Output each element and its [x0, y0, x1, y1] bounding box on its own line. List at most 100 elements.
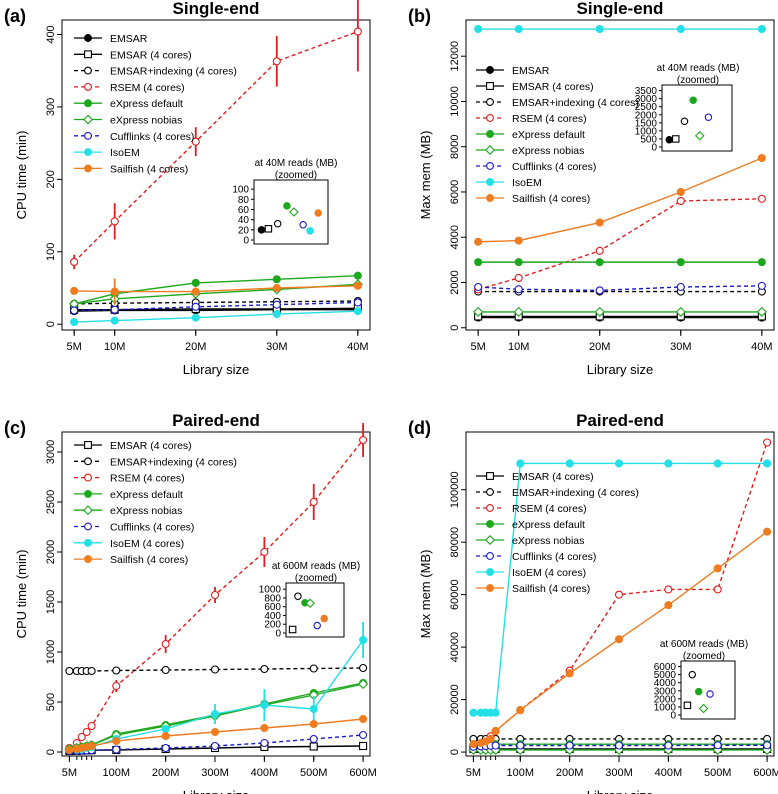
- data-point: [514, 25, 523, 34]
- data-point: [65, 745, 74, 755]
- inset-y-tick-label: 0: [651, 143, 657, 154]
- legend-entry: IsoEM: [110, 147, 140, 159]
- legend-marker: [84, 50, 92, 59]
- legend-marker: [486, 162, 494, 170]
- x-tick-label: 5M: [62, 767, 77, 779]
- data-point: [309, 742, 318, 751]
- inset: at 600M reads (MB)(zoomed) 01000200030004…: [654, 639, 748, 722]
- legend-entry: Cufflinks (4 cores): [110, 522, 194, 534]
- y-tick-label: 6000: [449, 180, 461, 204]
- inset-y-tick-label: 2500: [635, 102, 658, 113]
- data-point: [757, 153, 766, 163]
- y-tick-label: 0: [45, 321, 57, 327]
- legend-marker: [84, 34, 92, 42]
- data-point: [359, 741, 368, 751]
- plot-frame: [61, 431, 371, 757]
- panel-label: (a): [4, 6, 26, 26]
- legend-marker: [84, 522, 92, 531]
- y-tick-label: 100000: [449, 471, 461, 508]
- inset-y-tick-label: 0: [670, 711, 676, 722]
- legend-marker: [486, 194, 494, 202]
- x-axis-label: Library size: [587, 788, 653, 794]
- inset-point: [672, 135, 680, 143]
- data-point: [65, 666, 74, 676]
- series-cufflinks-4-cores: [474, 281, 766, 295]
- legend-entry: eXpress nobias: [110, 505, 182, 517]
- x-tick-label: 100M: [103, 767, 131, 779]
- x-tick-label: 500M: [704, 767, 732, 779]
- data-point: [353, 307, 362, 316]
- legend-entry: EMSAR+indexing (4 cores): [512, 487, 639, 499]
- y-tick-label: 2000: [449, 270, 461, 294]
- data-point: [272, 300, 281, 309]
- data-point: [491, 708, 500, 717]
- data-point: [514, 236, 523, 245]
- data-point: [110, 305, 119, 314]
- legend-marker: [486, 472, 494, 480]
- x-tick-label: 20M: [185, 341, 206, 353]
- data-point: [110, 287, 119, 296]
- x-tick-label: 5M: [67, 341, 82, 353]
- inset-y-tick-label: 800: [264, 593, 281, 604]
- data-point: [353, 27, 362, 36]
- data-point: [516, 459, 525, 468]
- data-point: [676, 258, 685, 267]
- data-point: [353, 298, 362, 307]
- data-point: [595, 258, 604, 267]
- data-point: [763, 438, 772, 447]
- inset-y-tick-label: 200: [264, 620, 281, 631]
- data-point: [353, 271, 362, 280]
- data-point: [260, 664, 269, 674]
- data-point: [191, 313, 200, 322]
- inset-y-tick-label: 1000: [654, 702, 677, 713]
- legend-entry: IsoEM (4 cores): [110, 538, 184, 550]
- data-point: [358, 678, 369, 690]
- data-point: [161, 665, 170, 675]
- inset-point: [257, 226, 266, 234]
- y-tick-label: 400: [45, 25, 57, 43]
- legend-marker: [84, 82, 92, 91]
- inset-y-tick-label: 6000: [654, 662, 677, 673]
- panel-label: (c): [4, 418, 26, 438]
- legend-marker: [84, 131, 92, 140]
- legend-entry: EMSAR (4 cores): [110, 440, 192, 452]
- y-tick-label: 2500: [45, 490, 57, 514]
- inset-point: [314, 209, 322, 217]
- legend-entry: Cufflinks (4 cores): [512, 551, 596, 563]
- y-tick-label: 1500: [45, 590, 57, 614]
- data-point: [272, 275, 281, 284]
- x-tick-label: 300M: [605, 767, 633, 779]
- data-point: [210, 709, 220, 719]
- data-point: [565, 459, 574, 468]
- inset-y-tick-label: 100: [232, 185, 249, 196]
- legend-marker: [486, 520, 494, 528]
- x-tick-label: 5M: [466, 767, 481, 779]
- x-tick-label: 200M: [556, 767, 584, 779]
- data-point: [359, 635, 368, 645]
- data-point: [757, 25, 766, 34]
- data-point: [713, 585, 722, 594]
- data-point: [353, 281, 362, 290]
- inset-point: [683, 701, 692, 710]
- legend-marker: [84, 555, 92, 564]
- legend-marker: [84, 457, 92, 466]
- legend-marker: [84, 99, 92, 108]
- inset-y-tick-label: 4000: [654, 678, 677, 689]
- series-sailfish-4-cores: [65, 714, 368, 755]
- data-point: [309, 704, 318, 714]
- inset-point: [694, 130, 705, 141]
- data-point: [272, 310, 281, 319]
- data-point: [161, 724, 170, 734]
- data-point: [664, 585, 673, 594]
- data-point: [757, 281, 766, 290]
- data-point: [260, 547, 269, 557]
- legend-marker: [486, 130, 494, 138]
- panel-b: Single-end(b)020004000600080001000012000…: [408, 0, 775, 377]
- x-tick-label: 600M: [753, 767, 778, 779]
- panel-label: (b): [408, 6, 431, 26]
- legend-marker: [486, 114, 494, 122]
- y-axis-label: CPU time (min): [14, 550, 29, 639]
- y-tick-label: 8000: [449, 134, 461, 158]
- data-point: [756, 306, 767, 317]
- data-point: [359, 435, 368, 445]
